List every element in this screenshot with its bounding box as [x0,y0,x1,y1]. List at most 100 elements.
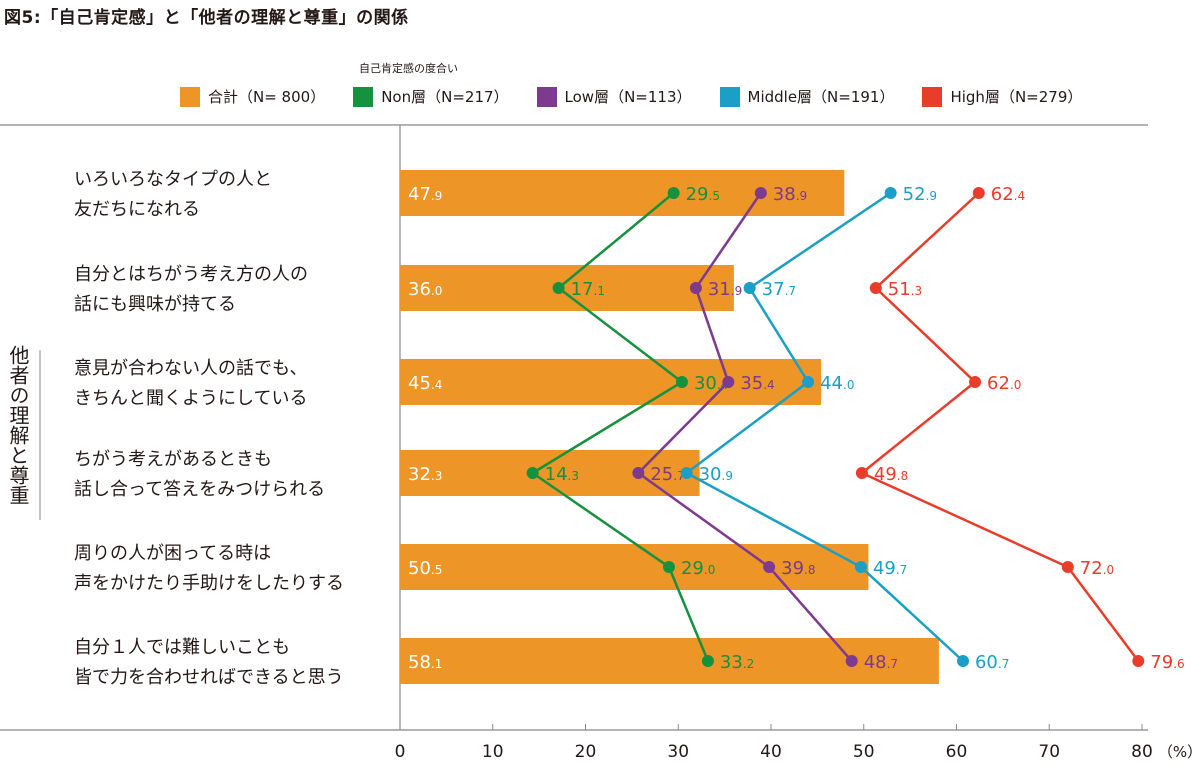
data-label-total: 36.0 [408,279,442,300]
legend-swatch-total [180,86,200,107]
line-non [530,192,710,662]
point-middle [802,376,815,388]
data-label-total: 47.9 [408,184,442,205]
category-label: ちがう考えがあるときも [74,449,272,470]
line-middle [684,191,964,662]
data-label-low: 31.9 [708,279,742,300]
data-label-low: 35.4 [740,373,774,394]
point-middle [743,282,756,294]
bar-total [400,544,869,590]
data-label-middle: 37.7 [762,279,796,300]
axis-group-label: 他者の理解と尊重 [6,345,30,505]
point-low [722,376,735,388]
point-non [552,282,565,294]
x-tick-label: 30 [667,742,689,762]
legend-label-non: Non層（N=217） [381,88,509,106]
data-label-middle: 60.7 [975,652,1009,673]
point-non [675,376,688,388]
bar-total [400,359,822,405]
x-tick-label: 0 [395,742,406,762]
point-non [667,187,680,199]
x-tick-label: 40 [760,742,782,762]
point-non [701,655,714,667]
point-low [763,561,776,573]
legend-label-total: 合計（N= 800） [208,88,326,106]
bar-total [400,450,700,496]
category-label: 意見が合わない人の話でも、 [74,358,307,379]
data-label-high: 51.3 [888,279,922,300]
legend-label-low: Low層（N=113） [564,88,692,106]
point-low [845,655,858,667]
point-middle [680,467,693,479]
category-label: 周りの人が困ってる時は [74,543,271,564]
data-label-high: 62.4 [991,184,1025,205]
legend-item-non: Non層（N=217） [353,86,509,107]
data-label-middle: 30.9 [699,464,733,485]
data-label-high: 62.0 [987,373,1021,394]
data-label-non: 29.5 [686,184,720,205]
point-middle [884,187,897,199]
point-low [632,467,645,479]
data-label-low: 39.8 [781,558,815,579]
point-high [969,376,982,388]
legend-label-high: High層（N=279） [950,88,1083,106]
legend-swatch-non [353,86,374,107]
data-label-total: 58.1 [408,652,442,673]
category-label: 自分１人では難しいことも [74,637,290,658]
legend-swatch-middle [719,86,740,107]
data-label-middle: 44.0 [820,373,854,394]
legend-swatch-low [536,86,557,107]
point-low [689,282,702,294]
category-label: 自分とはちがう考え方の人の [74,264,308,285]
line-low [636,192,853,662]
data-label-total: 45.4 [408,373,442,394]
point-high [869,282,882,294]
point-middle [854,561,867,573]
point-high [972,187,985,199]
point-non [526,467,539,479]
data-label-low: 48.7 [864,652,898,673]
chart-title: 図5:「自己肯定感」と「他者の理解と尊重」の関係 [4,8,409,28]
data-label-total: 32.3 [408,464,442,485]
point-high [855,467,868,479]
category-label: 皆で力を合わせればできると思う [74,667,344,688]
category-label: きちんと聞くようにしている [74,388,307,409]
data-label-low: 25.7 [650,464,684,485]
legend-item-total: 合計（N= 800） [180,86,325,107]
data-label-high: 79.6 [1150,652,1184,673]
x-tick-label: 70 [1038,742,1060,762]
x-tick-label: 20 [575,742,597,762]
x-tick-label: 80 [1131,742,1153,762]
legend: 合計（N= 800） Non層（N=217） Low層（N=113） Middl… [180,86,1082,107]
bar-total [400,638,939,684]
x-tick-label: 50 [853,742,875,762]
point-high [1132,655,1145,667]
legend-title: 自己肯定感の度合い [359,62,458,75]
legend-swatch-high [922,86,943,107]
legend-item-middle: Middle層（N=191） [719,86,894,107]
x-tick-label: 60 [946,742,968,762]
data-label-total: 50.5 [408,558,442,579]
category-label: いろいろなタイプの人と [74,169,272,190]
bar-total [400,170,845,216]
data-label-non: 14.3 [545,464,579,485]
data-label-non: 17.1 [571,279,605,300]
data-label-high: 72.0 [1080,558,1114,579]
point-high [1061,561,1074,573]
category-label: 話にも興味が持てる [74,294,236,315]
category-label: 声をかけたり手助けをしたりする [74,573,344,594]
category-label: 話し合って答えをみつけられる [74,479,325,500]
legend-item-low: Low層（N=113） [536,86,692,107]
data-label-low: 38.9 [773,184,807,205]
legend-item-high: High層（N=279） [922,86,1082,107]
point-low [754,187,767,199]
data-label-non: 30.4 [694,373,728,394]
data-label-middle: 49.7 [873,558,907,579]
category-label: 友だちになれる [74,199,200,220]
data-label-high: 49.8 [874,464,908,485]
bar-total [400,265,734,311]
point-non [662,561,675,573]
data-label-non: 33.2 [720,652,754,673]
line-high [859,192,1140,662]
